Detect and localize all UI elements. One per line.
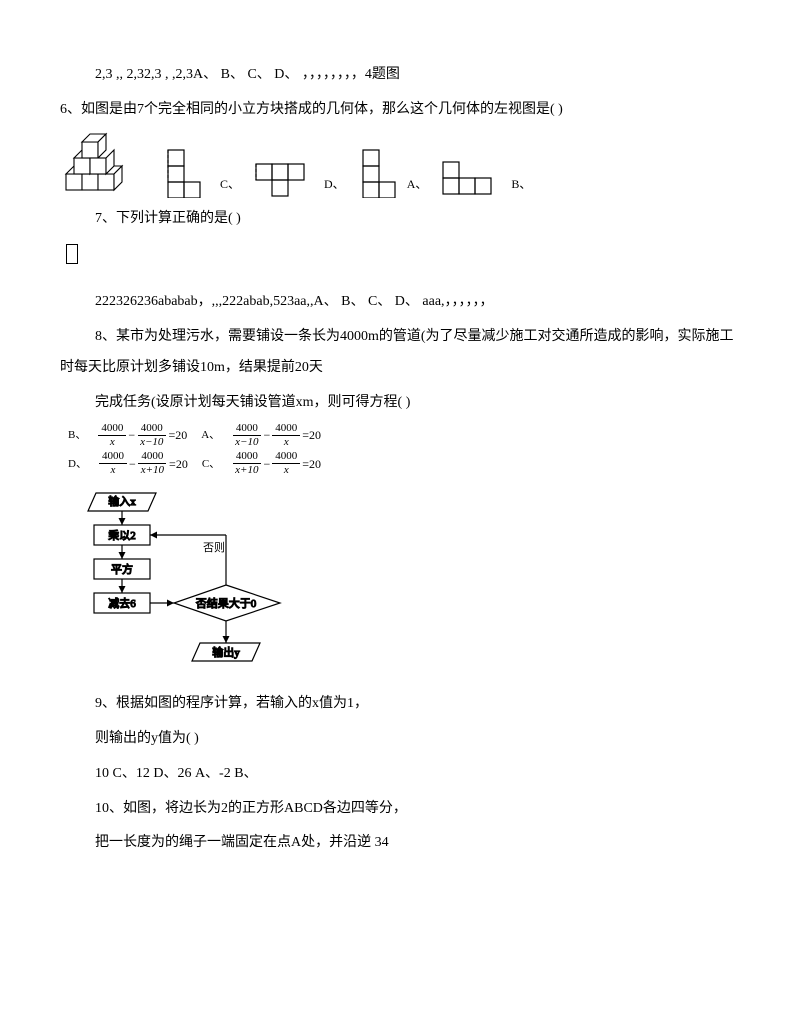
eq-b-label: B、: [68, 423, 86, 447]
option-d-label: D、: [324, 171, 345, 197]
eq-num: 4000: [138, 423, 166, 436]
eq-d-label: D、: [68, 452, 87, 476]
eq-num: 4000: [272, 423, 300, 436]
eq-den: x: [281, 464, 292, 476]
q7-options: 222326236ababab，,,,222abab,523aa,,A、 B、 …: [60, 287, 740, 318]
eq-rhs: =20: [169, 451, 188, 477]
cube-cluster-icon: [60, 132, 148, 198]
question-8-a: 8、某市为处理污水，需要铺设一条长为4000m的管道(为了尽量减少施工对交通所造…: [60, 322, 740, 384]
eq-num: 4000: [99, 451, 127, 464]
eq-rhs: =20: [168, 422, 187, 448]
question-9-b: 则输出的y值为( ): [60, 724, 740, 755]
eq-den: x+10: [232, 464, 261, 476]
eq-num: 4000: [233, 423, 261, 436]
eq-den: x: [108, 464, 119, 476]
eq-rhs: =20: [302, 451, 321, 477]
eq-num: 4000: [233, 451, 261, 464]
eq-den: x+10: [138, 464, 167, 476]
flow-output: 输出y: [212, 645, 240, 659]
flow-else: 否则: [203, 541, 225, 554]
option-c-icon: [158, 146, 218, 198]
eq-rhs: =20: [302, 422, 321, 448]
question-7: 7、下列计算正确的是( ): [60, 204, 740, 235]
eq-num: 4000: [272, 451, 300, 464]
eq-den: x−10: [232, 436, 261, 448]
eq-a-label: A、: [201, 423, 220, 447]
question-10-b: 把一长度为的绳子一端固定在点A处，并沿逆 34: [60, 828, 740, 859]
eq-den: x: [107, 436, 118, 448]
equation-row-1: B、 4000x − 4000x−10 =20 A、 4000x−10 − 40…: [66, 422, 740, 448]
line-header: 2,3 ,, 2,32,3 , ,2,3A、 B、 C、 D、 ，，，，，，，，…: [60, 60, 740, 91]
question-8-b: 完成任务(设原计划每天铺设管道xm，则可得方程( ): [60, 388, 740, 419]
flow-step2: 平方: [111, 562, 133, 576]
equation-row-2: D、 4000x − 4000x+10 =20 C、 4000x+10 − 40…: [66, 451, 740, 477]
flow-step1: 乘以2: [108, 529, 136, 542]
question-10-a: 10、如图，将边长为2的正方形ABCD各边四等分，: [60, 794, 740, 825]
eq-c-label: C、: [202, 452, 220, 476]
flow-step3: 减去6: [108, 597, 136, 610]
question-9-a: 9、根据如图的程序计算，若输入的x值为1，: [60, 689, 740, 720]
q6-figures: C、 D、 A、: [60, 132, 740, 198]
option-d-icon: [250, 158, 322, 198]
eq-den: x: [281, 436, 292, 448]
eq-den: x−10: [137, 436, 166, 448]
eq-num: 4000: [98, 423, 126, 436]
flow-cond: 否结果大于0: [196, 596, 257, 610]
option-b-label: B、: [511, 171, 531, 197]
flow-input: 输入x: [108, 494, 136, 508]
question-9-c: 10 C、12 D、26 A、-2 B、: [60, 759, 740, 790]
option-c-label: C、: [220, 171, 240, 197]
option-b-icon: [437, 158, 509, 198]
flowchart: 输入x 乘以2 平方 减去6 否结果大于0 否则 输出y: [66, 485, 740, 685]
small-box-icon: [66, 244, 78, 264]
eq-num: 4000: [138, 451, 166, 464]
option-a-icon: [355, 146, 405, 198]
question-6: 6、如图是由7个完全相同的小立方块搭成的几何体，那么这个几何体的左视图是( ): [60, 95, 740, 126]
option-a-label: A、: [407, 171, 428, 197]
